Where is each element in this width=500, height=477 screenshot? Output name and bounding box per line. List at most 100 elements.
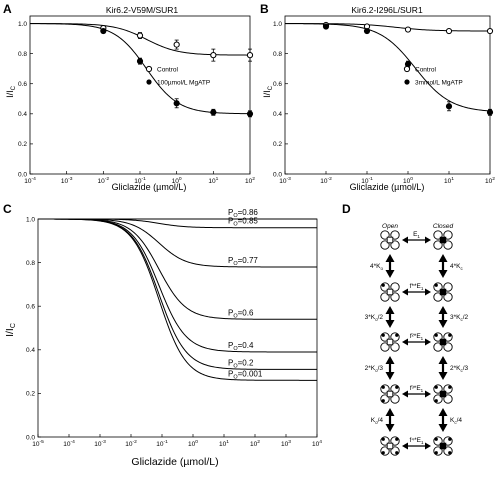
c-plot-frame [37,218,318,438]
drug-molecule [381,451,385,455]
panel-c-ylabel: I/IC [4,323,17,337]
b-y-tick-label: 0.0 [273,171,282,178]
b-point-control [486,27,494,35]
b-x-tick-label: 10-2 [320,176,332,185]
a-point-mgatp [210,109,217,116]
b-point-mgatp [363,27,371,35]
v-rate-label-closed: 3*Kc/2 [450,314,469,322]
a-point-mgatp [246,110,254,117]
b-y-tick-label: 0.2 [273,141,282,148]
drug-molecule [448,385,452,389]
a-x-tick-label: 102 [245,176,255,185]
drug-molecule [434,283,438,287]
c-y-tick-label: 0.2 [26,391,35,398]
v-arrow-head [438,356,448,364]
drug-molecule [381,333,385,337]
v-arrow-head [438,254,448,262]
v-rate-label-open: 2*Ko/3 [365,365,384,373]
drug-molecule [381,399,385,403]
a-y-tick-label: 0.4 [18,111,27,118]
a-point-control [173,41,180,48]
c-x-tick-label: 10-4 [63,439,75,448]
panel-c-xlabel: Gliclazide (µmol/L) [131,456,218,468]
a-x-tick-label: 10-1 [134,176,146,185]
h-arrow-head [402,288,408,296]
a-plot-frame [29,15,251,175]
c-curve-label: PO=0.001 [228,369,263,380]
v-rate-label-closed: 2*Kc/3 [450,365,469,373]
v-arrow-head [438,306,448,314]
c-x-tick-label: 10-2 [125,439,137,448]
drug-molecule [434,399,438,403]
b-y-tick-label: 0.6 [273,81,282,88]
pore-open [386,442,394,450]
legend-label-control-a: Control [157,67,179,74]
c-curve-label: PO=0.85 [228,217,258,228]
drug-molecule [395,451,399,455]
v-arrow-head [438,408,448,416]
v-arrow-head [385,356,395,364]
drug-molecule [448,451,452,455]
v-arrow-head [385,320,395,328]
h-rate-label: E1 [413,231,420,239]
panel-d-scheme: Open Closed E1 4*Ko 4*Kc f**E1 3*Ko/2 3*Kc/2 f… [365,223,469,456]
b-fit-curve [284,23,491,112]
state-open [380,436,400,456]
a-x-tick-label: 100 [172,176,182,185]
panel-a-title: Kir6.2-V59M/SUR1 [106,5,179,15]
h-rate-label: f³*E1 [410,385,424,393]
pore-closed [439,442,447,450]
h-rate-label: f**E1 [410,283,424,291]
c-x-tick-label: 101 [219,439,229,448]
c-curve [38,218,317,353]
drug-molecule [434,333,438,337]
c-y-tick-label: 0.6 [26,304,35,311]
c-curve-label: PO=0.77 [228,256,258,267]
c-curve-label: PO=0.2 [228,358,254,369]
c-curve-label: PO=0.6 [228,308,254,319]
b-y-tick-label: 0.4 [273,111,282,118]
v-arrow-head [438,320,448,328]
a-y-tick-label: 0.0 [18,171,27,178]
a-y-tick-label: 0.2 [18,141,27,148]
a-fit-curve [29,23,251,56]
a-point-mgatp [100,27,107,35]
h-arrow-head [402,236,408,244]
b-point-mgatp [445,103,453,110]
v-arrow-head [385,372,395,380]
panel-letter-a: A [3,2,12,16]
v-arrow-head [438,424,448,432]
pore-open [386,288,394,296]
b-y-tick-label: 1.0 [273,21,282,28]
a-y-tick-label: 0.8 [18,51,27,58]
pore-closed [439,288,447,296]
c-y-tick-label: 1.0 [26,216,35,223]
a-point-mgatp [136,58,144,65]
state-closed [433,436,453,456]
legend-marker-mgatp-b [404,79,410,85]
a-x-tick-label: 10-2 [98,176,110,185]
c-x-tick-label: 10-5 [32,439,44,448]
panel-b-xlabel: Gliclazide (µmol/L) [350,182,425,192]
a-y-tick-label: 1.0 [18,21,27,28]
h-arrow-head [402,338,408,346]
a-x-tick-label: 10-4 [24,176,36,185]
b-point-control [445,27,453,35]
drug-molecule [448,437,452,441]
b-x-tick-label: 10-1 [361,176,373,185]
h-arrow-head [425,236,431,244]
c-x-tick-label: 104 [312,439,322,448]
c-x-tick-label: 10-3 [94,439,106,448]
drug-molecule [395,437,399,441]
pore-open [386,338,394,346]
a-point-control [246,52,254,59]
drug-molecule [434,437,438,441]
c-x-tick-label: 103 [281,439,291,448]
legend-label-mgatp-a: 100µmol/L MgATP [157,80,210,87]
column-label-open: Open [382,223,398,230]
b-plot-frame [284,15,491,175]
a-x-tick-label: 101 [208,176,218,185]
c-y-tick-label: 0.4 [26,347,35,354]
drug-molecule [395,333,399,337]
b-point-mgatp [486,109,494,116]
